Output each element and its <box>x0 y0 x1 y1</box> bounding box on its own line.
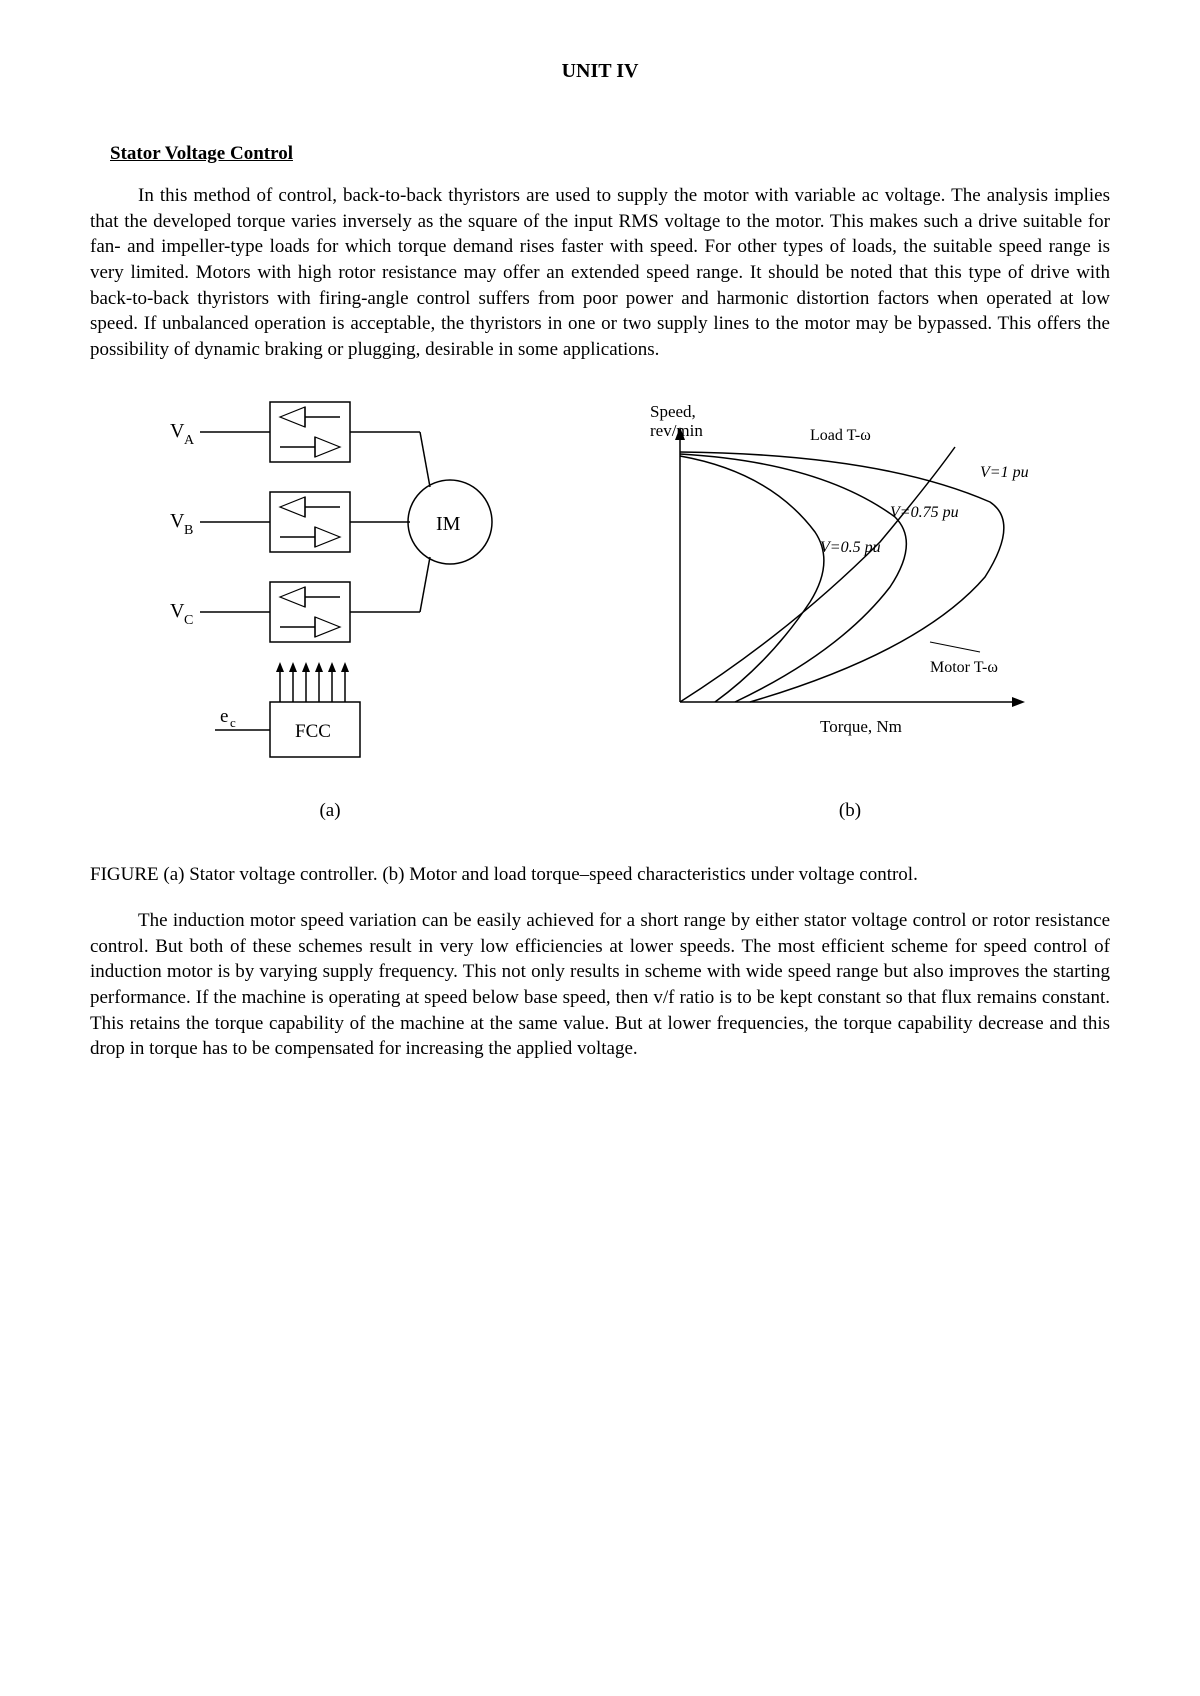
label-torque: Torque, Nm <box>820 717 902 736</box>
paragraph-2: The induction motor speed variation can … <box>90 908 1110 1062</box>
figure-caption: FIGURE (a) Stator voltage controller. (b… <box>90 862 1110 888</box>
label-im: IM <box>436 513 461 535</box>
label-va: V <box>170 420 185 442</box>
circuit-diagram: V A V B V C <box>120 392 540 792</box>
label-load: Load T-ω <box>810 427 871 444</box>
label-v1: V=1 pu <box>980 464 1029 481</box>
figure-b: Speed, rev/min Torque, Nm V=1 pu V=0.75 … <box>620 392 1080 822</box>
section-heading: Stator Voltage Control <box>110 143 1110 165</box>
label-v3: V=0.5 pu <box>820 539 881 556</box>
label-motor: Motor T-ω <box>930 659 998 676</box>
figure-a: V A V B V C <box>120 392 540 822</box>
label-vb-sub: B <box>184 523 193 538</box>
label-ec: e <box>220 706 228 727</box>
label-va-sub: A <box>184 433 195 448</box>
unit-title: UNIT IV <box>90 60 1110 83</box>
label-fcc: FCC <box>295 721 331 742</box>
paragraph-1: In this method of control, back-to-back … <box>90 183 1110 362</box>
figure-a-label: (a) <box>120 800 540 822</box>
label-vc-sub: C <box>184 613 193 628</box>
torque-speed-graph: Speed, rev/min Torque, Nm V=1 pu V=0.75 … <box>620 392 1080 792</box>
label-vc: V <box>170 600 185 622</box>
label-speed: Speed, <box>650 402 696 421</box>
label-revmin: rev/min <box>650 421 703 440</box>
figure-container: V A V B V C <box>90 392 1110 822</box>
figure-b-label: (b) <box>620 800 1080 822</box>
label-vb: V <box>170 510 185 532</box>
label-ec-sub: c <box>230 715 236 730</box>
